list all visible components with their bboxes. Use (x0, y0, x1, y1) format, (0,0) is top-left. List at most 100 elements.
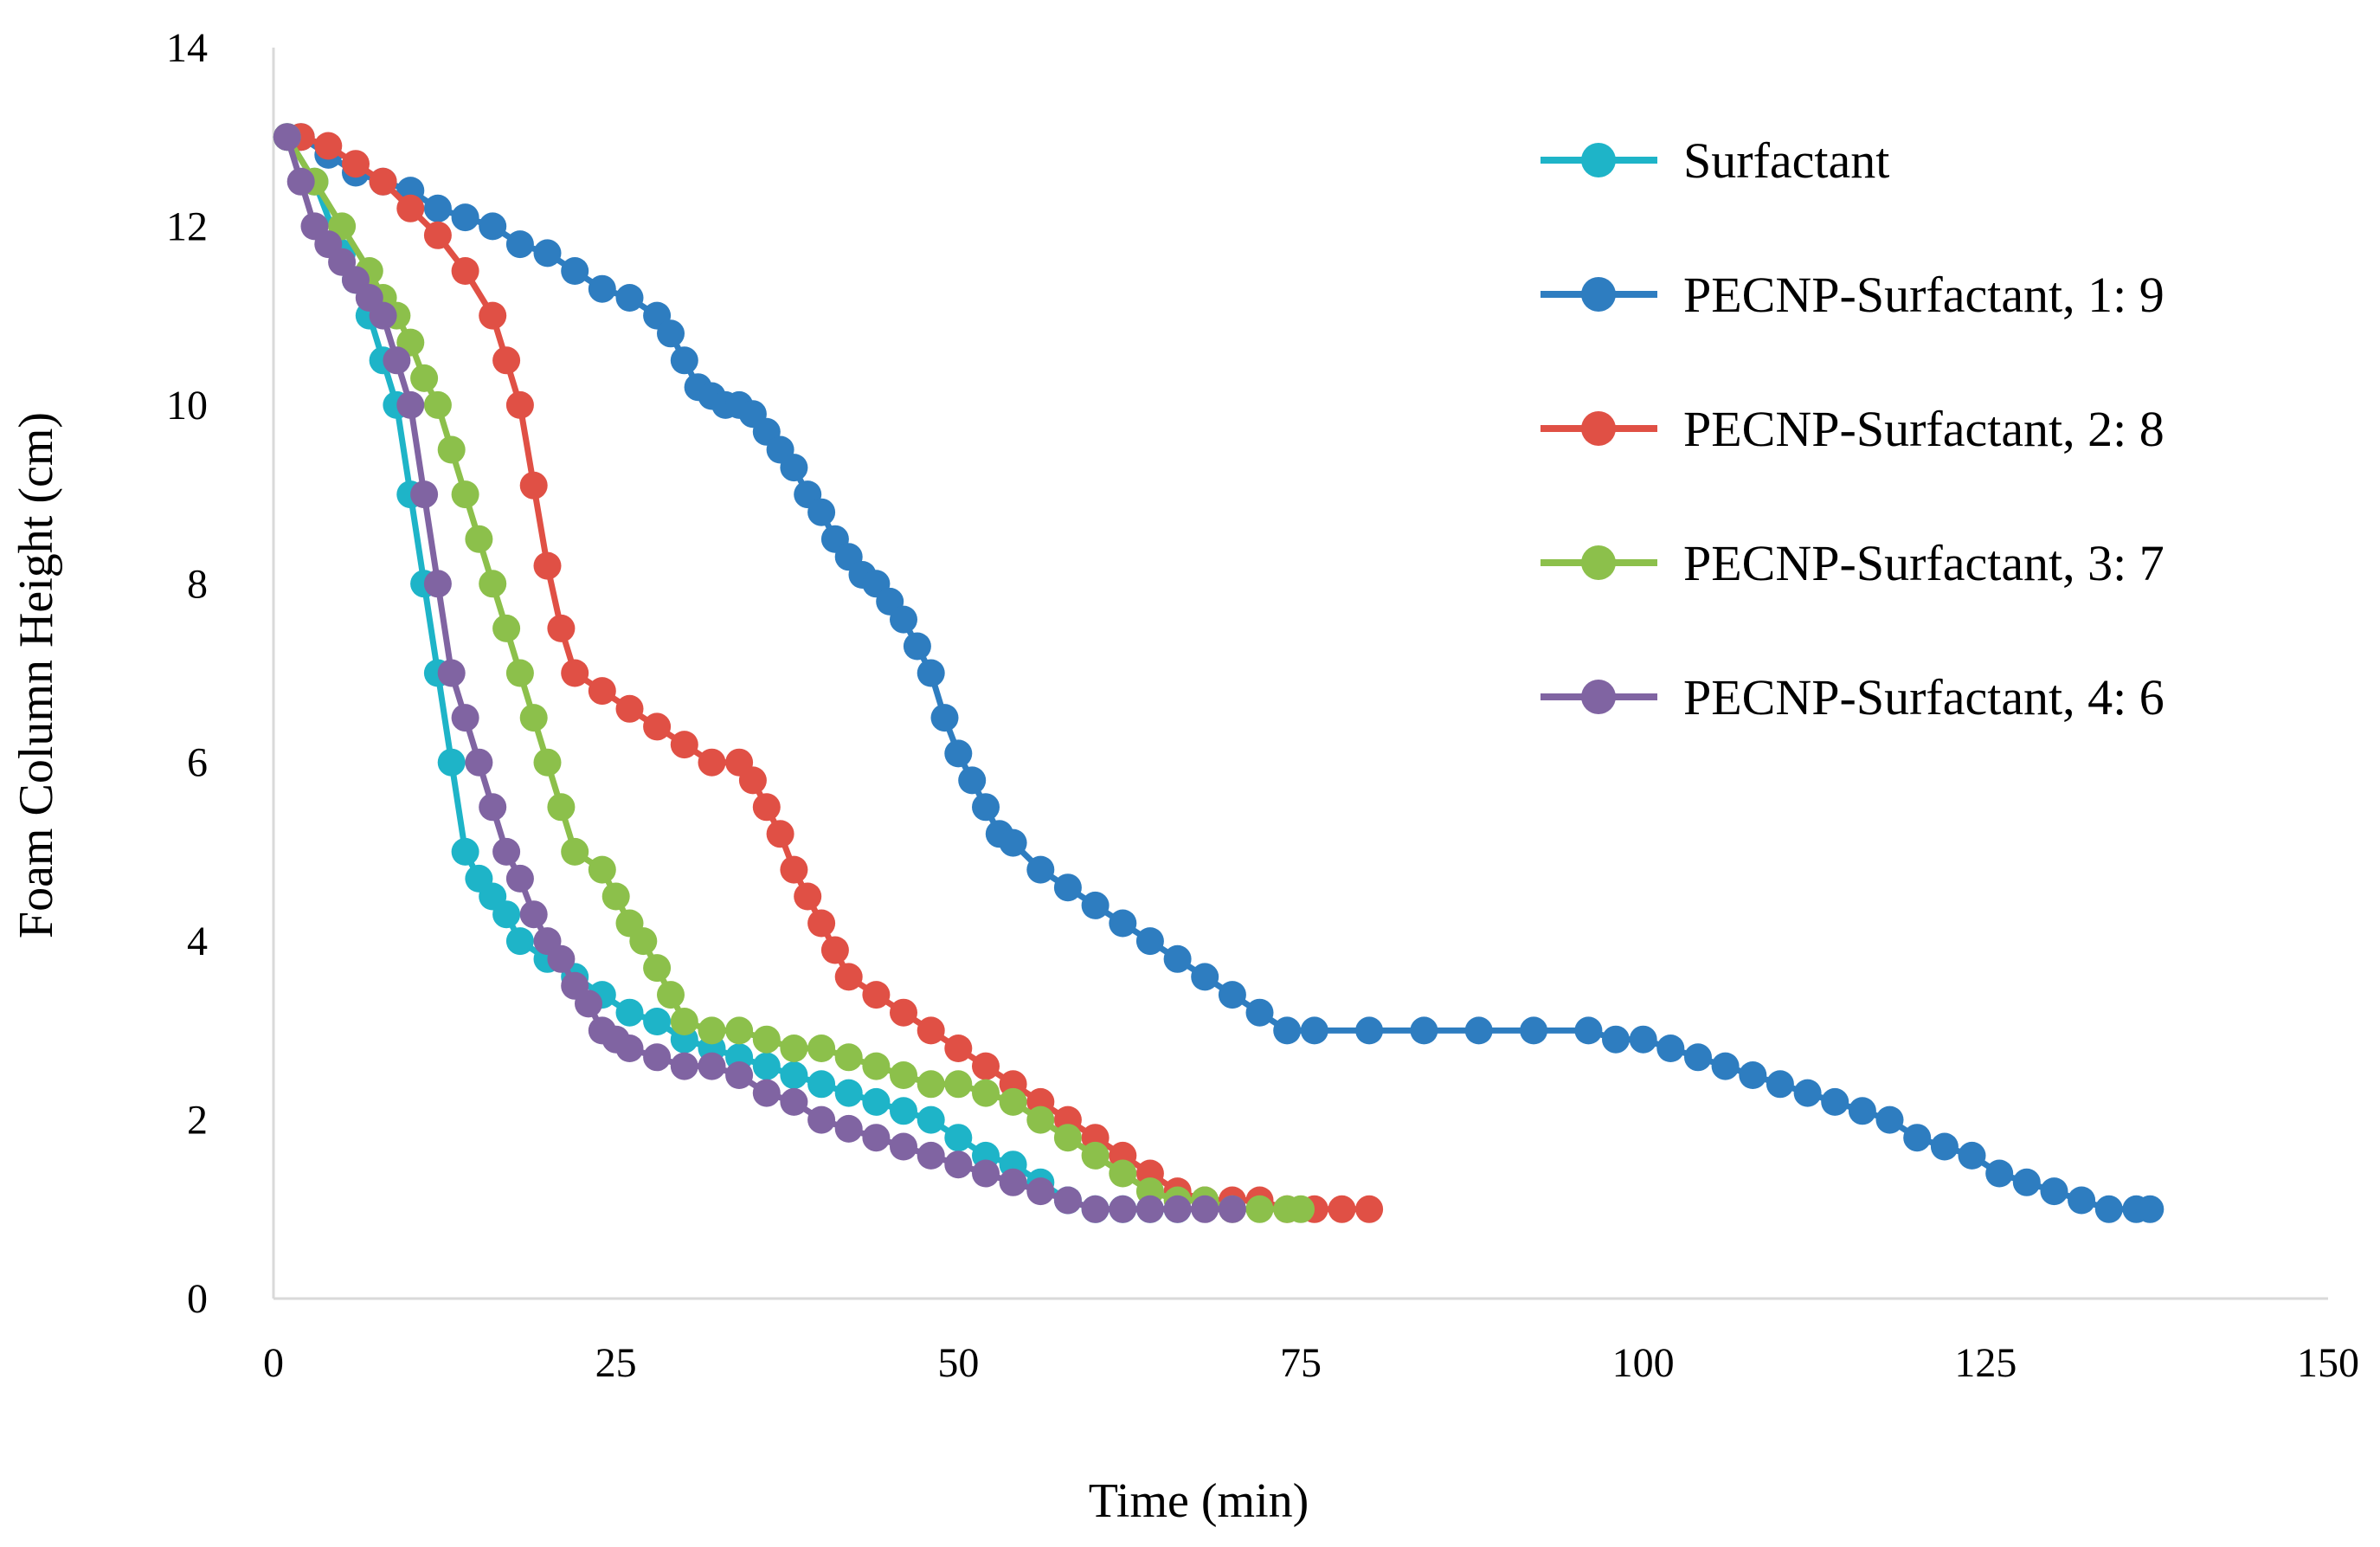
data-point (930, 704, 959, 732)
data-point (1766, 1070, 1794, 1099)
data-point (451, 480, 479, 509)
legend-marker (1581, 277, 1616, 312)
data-point (547, 944, 576, 973)
data-point (1410, 1016, 1438, 1045)
data-point (890, 1097, 917, 1125)
data-point (834, 1043, 863, 1072)
data-point (1218, 1195, 1246, 1223)
data-point (999, 1168, 1027, 1196)
data-point (698, 748, 726, 777)
legend-marker (1581, 545, 1616, 580)
data-point (1053, 873, 1082, 902)
legend-label: PECNP-Surfactant, 2: 8 (1683, 401, 2165, 457)
data-point (1875, 1105, 1904, 1134)
data-point (972, 1079, 1000, 1107)
data-point (479, 570, 507, 598)
data-point (752, 1079, 781, 1107)
series-1 (273, 123, 1192, 1223)
data-point (615, 694, 644, 723)
data-point (369, 167, 397, 196)
data-point (273, 123, 301, 151)
data-point (437, 748, 466, 777)
data-point (451, 837, 479, 866)
data-point (1287, 1195, 1315, 1223)
x-tick-label: 25 (595, 1340, 637, 1386)
data-point (972, 1052, 1000, 1080)
data-point (834, 1114, 863, 1143)
data-point (890, 998, 917, 1027)
data-point (917, 1016, 945, 1045)
legend-label: PECNP-Surfactant, 3: 7 (1683, 535, 2165, 591)
data-point (807, 1070, 836, 1099)
legend-marker (1581, 411, 1616, 446)
data-point (766, 820, 794, 848)
data-point (2040, 1177, 2068, 1206)
data-point (437, 435, 466, 464)
series-layer (273, 123, 2165, 1223)
data-point (807, 498, 836, 526)
data-point (533, 748, 562, 777)
data-point (629, 927, 658, 956)
data-point (1629, 1025, 1657, 1054)
data-point (1273, 1016, 1302, 1045)
data-point (1081, 1195, 1110, 1223)
data-point (1163, 944, 1192, 973)
data-point (588, 274, 616, 303)
data-point (561, 257, 589, 285)
data-point (479, 301, 507, 330)
y-tick-label: 8 (187, 561, 208, 607)
data-point (423, 390, 452, 419)
data-point (670, 1008, 698, 1035)
data-point (1985, 1159, 2014, 1188)
data-point (903, 632, 931, 661)
legend-marker (1581, 143, 1616, 177)
data-point (862, 1052, 891, 1080)
legend-item-4: PECNP-Surfactant, 3: 7 (1541, 535, 2165, 591)
data-point (588, 677, 616, 706)
data-point (1081, 891, 1110, 919)
legend: Surfactant PECNP-Surfactant, 1: 9 PECNP-Su… (1541, 132, 2165, 725)
legend-label: Surfactant (1683, 132, 1889, 189)
data-point (917, 659, 945, 687)
series-line (284, 135, 1178, 1213)
data-point (2136, 1195, 2165, 1223)
data-point (1684, 1043, 1712, 1072)
axes (272, 48, 2328, 1300)
series-5 (273, 123, 1246, 1223)
data-point (643, 954, 672, 983)
data-point (505, 864, 534, 893)
data-point (807, 909, 836, 938)
x-tick-label: 125 (1954, 1340, 2017, 1386)
data-point (547, 614, 576, 642)
data-point (1958, 1141, 1986, 1170)
data-point (1135, 927, 1164, 956)
y-tick-label: 10 (166, 383, 208, 429)
data-point (601, 882, 630, 911)
data-point (369, 301, 397, 330)
data-point (1026, 855, 1055, 884)
data-point (505, 390, 534, 419)
data-point (1026, 1105, 1055, 1134)
data-point (1656, 1035, 1685, 1062)
data-point (396, 390, 425, 419)
x-tick-label: 75 (1280, 1340, 1322, 1386)
data-point (1903, 1124, 1932, 1152)
data-point (1109, 909, 1137, 938)
data-point (2068, 1186, 2096, 1215)
y-tick-label: 0 (187, 1276, 208, 1322)
data-point (944, 1070, 973, 1099)
data-point (1081, 1141, 1110, 1170)
data-point (834, 963, 863, 991)
data-point (383, 346, 411, 375)
data-point (1930, 1132, 1959, 1161)
data-point (944, 1151, 973, 1179)
data-point (1520, 1016, 1548, 1045)
data-point (999, 828, 1027, 857)
data-point (1245, 1195, 1274, 1223)
data-point (890, 1061, 917, 1089)
data-point (1218, 981, 1246, 1009)
data-point (492, 900, 521, 929)
data-point (505, 659, 534, 687)
data-point (1053, 1186, 1082, 1215)
